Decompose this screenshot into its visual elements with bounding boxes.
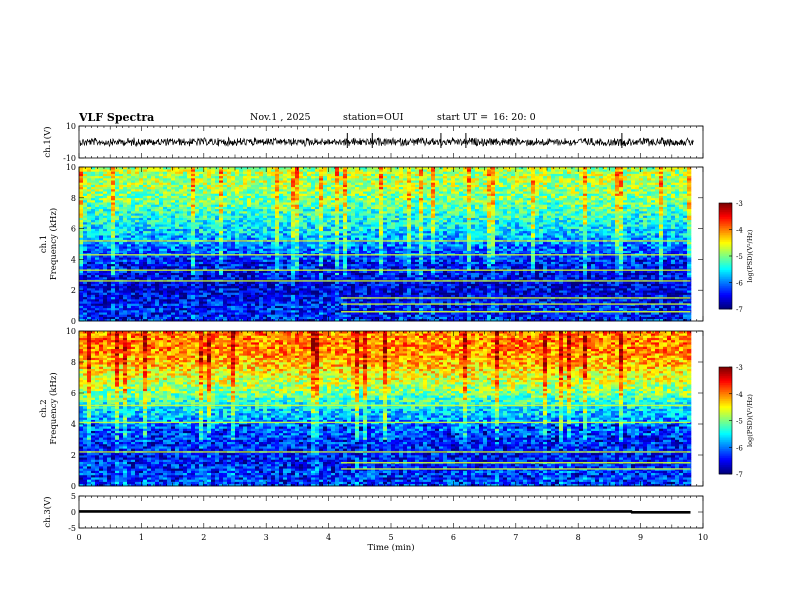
colorbar-tick-label: -3 [736,364,743,372]
x-tick-label: 7 [513,533,518,542]
x-tick-label: 9 [638,533,643,542]
chart-title: VLF Spectra [79,111,154,124]
frequency-axis-label: Frequency (kHz) [48,208,59,280]
y-tick-label: 10 [66,163,76,172]
station-label: station=OUI [343,112,404,123]
y-tick-label: -10 [63,154,76,163]
x-tick-label: 0 [76,533,81,542]
y-tick-label: -5 [68,524,76,533]
x-tick-label: 8 [576,533,581,542]
colorbar-tick-label: -7 [736,471,743,479]
ch3-y-axis-label: ch.3(V) [42,496,53,527]
spectrogram-2 [79,331,703,487]
y-tick-label: 0 [71,317,76,326]
x-tick-label: 4 [326,533,331,542]
x-axis-label: Time (min) [367,542,414,553]
y-tick-label: 6 [71,225,76,234]
y-tick-label: 0 [71,508,76,517]
y-tick-label: 10 [66,327,76,336]
y-tick-label: 0 [71,482,76,491]
ch1-y-axis-label: ch.1(V) [42,126,53,157]
y-tick-label: 6 [71,389,76,398]
colorbar-tick-label: -6 [736,444,743,452]
spectrogram-1 [79,167,703,322]
x-tick-label: 6 [451,533,456,542]
ch1-waveform-line [79,136,694,148]
colorbar-tick-label: -3 [736,200,743,208]
x-tick-label: 3 [264,533,269,542]
colorbar-tick-label: -7 [736,306,743,314]
colorbar-label: log(PSD)(V²/Hz) [746,229,754,282]
y-tick-label: 8 [71,194,76,203]
start-ut-label: start UT = [437,112,488,123]
y-tick-label: 4 [71,420,76,429]
x-tick-label: 1 [139,533,144,542]
y-tick-label: 10 [66,122,76,131]
y-tick-label: 2 [71,451,76,460]
y-tick-label: 4 [71,255,76,264]
colorbar-tick-label: -5 [736,418,743,426]
y-tick-label: 2 [71,286,76,295]
ch3-level-line [79,510,691,514]
colorbar-tick-label: -6 [736,280,743,288]
ch2-label: ch.2 [39,399,49,417]
colorbar-tick-label: -4 [736,227,743,235]
frequency-axis-label: Frequency (kHz) [48,372,59,444]
x-tick-label: 5 [388,533,393,542]
colorbar-label: log(PSD)(V²/Hz) [746,394,754,447]
y-tick-label: 8 [71,358,76,367]
x-tick-label: 2 [201,533,206,542]
colorbar-tick-label: -5 [736,253,743,261]
y-tick-label: 5 [71,492,76,501]
start-ut-value: 16: 20: 0 [493,112,536,123]
x-tick-label: 10 [698,533,708,542]
ch1-label: ch.1 [39,235,49,253]
colorbar-tick-label: -4 [736,391,743,399]
date-label: Nov.1 , 2025 [250,112,311,123]
